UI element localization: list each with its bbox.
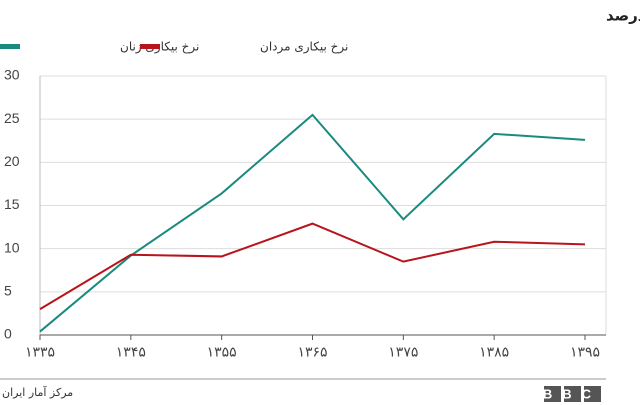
legend-swatch <box>0 44 20 49</box>
legend: نرخ بیکاری زنان نرخ بیکاری مردان <box>0 40 348 55</box>
series-line <box>39 222 586 310</box>
chart-title: نرخ بیکاری جمعیت بالای ده سال به درصد <box>606 7 640 25</box>
logo: BBC <box>543 386 601 402</box>
y-tick-label: 15 <box>4 196 20 212</box>
x-tick-label: ۱۳۹۵ <box>570 344 600 360</box>
x-tick-label: ۱۳۵۵ <box>207 344 237 360</box>
y-tick-label: 0 <box>4 326 12 342</box>
x-tick-label: ۱۳۷۵ <box>388 344 418 360</box>
logo-text: BBC <box>543 386 601 401</box>
y-tick-label: 20 <box>4 153 20 169</box>
x-tick-label: ۱۳۴۵ <box>116 344 146 360</box>
legend-swatch <box>140 44 160 49</box>
x-tick-label: ۱۳۶۵ <box>297 344 327 360</box>
legend-label: نرخ بیکاری مردان <box>260 40 348 55</box>
x-tick-label: ۱۳۳۵ <box>25 344 55 360</box>
y-tick-label: 5 <box>4 283 12 299</box>
y-tick-label: 25 <box>4 110 20 126</box>
x-tick-label: ۱۳۸۵ <box>479 344 509 360</box>
y-tick-label: 10 <box>4 239 20 255</box>
source: مرکز آمار ایران <box>2 385 73 399</box>
y-tick-label: 30 <box>4 67 20 83</box>
